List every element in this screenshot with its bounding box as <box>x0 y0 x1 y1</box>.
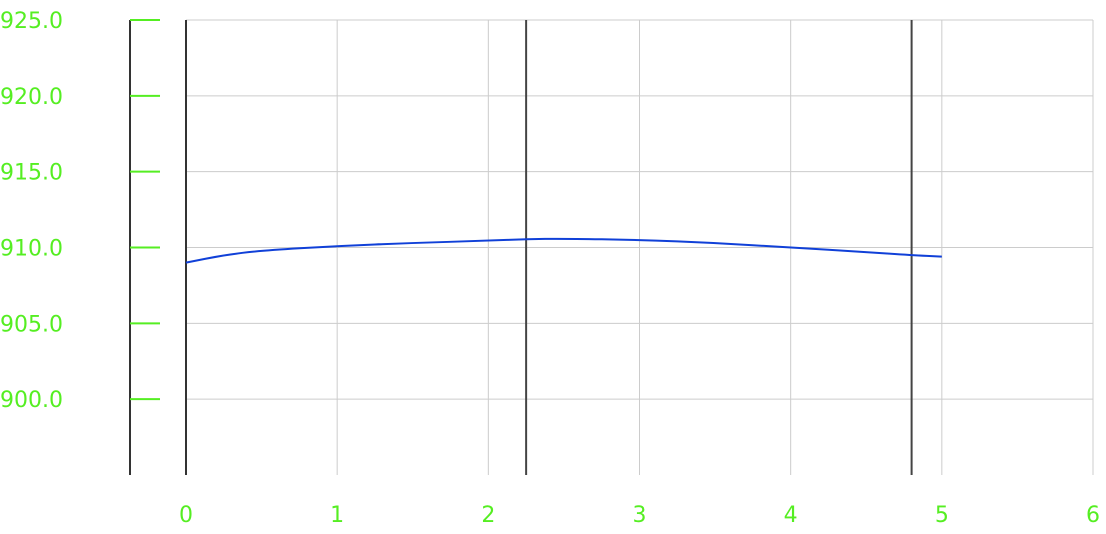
x-tick-label-3: 3 <box>633 503 647 528</box>
x-tick-label-4: 4 <box>784 503 798 528</box>
x-tick-label-5: 5 <box>935 503 949 528</box>
y-tick-label-910.0: 910.0 <box>0 237 63 262</box>
y-tick-label-920.0: 920.0 <box>0 85 63 110</box>
y-tick-label-915.0: 915.0 <box>0 161 63 186</box>
vertical-markers <box>525 20 913 475</box>
grid <box>186 19 1094 475</box>
y-tick-label-925.0: 925.0 <box>0 9 63 34</box>
series-line-1 <box>185 237 942 264</box>
x-tick-label-0: 0 <box>179 503 193 528</box>
series <box>185 237 942 264</box>
y-tick-label-900.0: 900.0 <box>0 388 63 413</box>
y-tick-label-905.0: 905.0 <box>0 312 63 337</box>
x-tick-label-6: 6 <box>1086 503 1100 528</box>
x-tick-label-2: 2 <box>481 503 495 528</box>
x-tick-label-1: 1 <box>330 503 344 528</box>
tick-labels: 925.0 920.0 915.0 910.0 905.0 900.0 0 1 2 3 4 5 6 <box>0 9 1100 528</box>
